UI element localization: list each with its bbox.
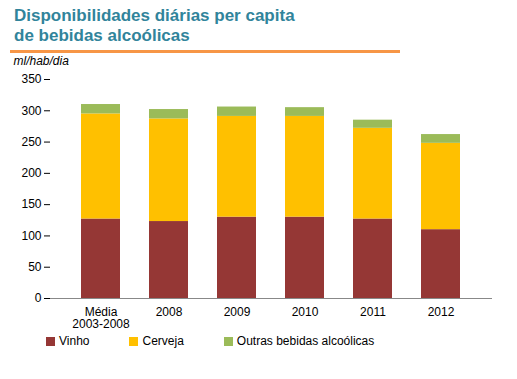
svg-text:2012: 2012 — [428, 305, 455, 319]
svg-text:150: 150 — [21, 197, 41, 211]
svg-text:2010: 2010 — [292, 305, 319, 319]
html-text:Vinho: Vinho — [59, 334, 90, 348]
svg-text:2011: 2011 — [360, 305, 386, 319]
svg-text:2008: 2008 — [156, 305, 183, 319]
svg-text:0: 0 — [35, 291, 42, 305]
svg-text:300: 300 — [21, 104, 41, 118]
svg-text:250: 250 — [21, 135, 41, 149]
html-text:Outras bebidas alcoólicas: Outras bebidas alcoólicas — [236, 334, 375, 348]
svg-text:100: 100 — [21, 229, 41, 243]
html-text:Disponibilidades diárias per c: Disponibilidades diárias per capita de b… — [14, 6, 295, 45]
svg-text:50: 50 — [28, 260, 42, 274]
svg-text:350: 350 — [21, 72, 41, 86]
svg-text:Média2003-2008: Média2003-2008 — [72, 305, 130, 331]
svg-text:200: 200 — [21, 166, 41, 180]
html-text:Cerveja: Cerveja — [142, 334, 184, 348]
svg-text:2009: 2009 — [224, 305, 251, 319]
svg-text:ml/hab/dia: ml/hab/dia — [14, 54, 70, 68]
